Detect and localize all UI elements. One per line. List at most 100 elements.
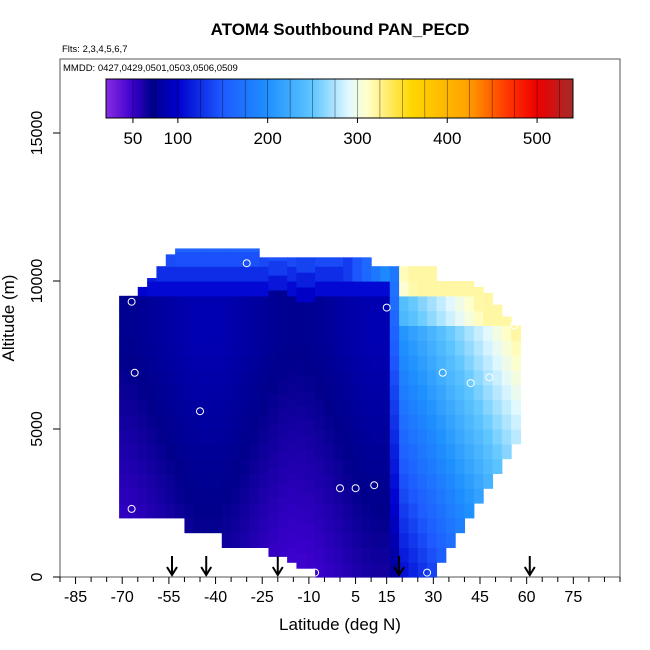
curtain-cell — [203, 248, 214, 252]
curtain-cell — [427, 443, 438, 460]
curtain-cell — [380, 340, 391, 356]
curtain-cell — [165, 503, 176, 519]
curtain-cell — [445, 384, 456, 400]
curtain-cell — [361, 355, 372, 371]
curtain-cell — [165, 266, 176, 282]
curtain-cell — [277, 408, 288, 424]
curtain-cell — [277, 482, 288, 498]
curtain-cell — [277, 526, 288, 543]
curtain-cell — [399, 266, 410, 282]
curtain-cell — [193, 458, 204, 474]
curtain-cell — [492, 355, 503, 371]
curtain-cell — [184, 458, 195, 474]
curtain-cell — [399, 443, 410, 460]
curtain-cell — [473, 458, 484, 474]
curtain-cell — [147, 369, 158, 386]
curtain-cell — [445, 473, 456, 489]
curtain-cell — [417, 325, 428, 341]
curtain-cell — [137, 340, 148, 356]
curtain-cell — [296, 553, 307, 569]
curtain-cell — [165, 414, 176, 430]
curtain-cell — [165, 384, 176, 400]
curtain-cell — [137, 355, 148, 371]
curtain-cell — [445, 414, 456, 430]
curtain-cell — [343, 443, 354, 460]
curtain-cell — [371, 281, 382, 297]
curtain-cell — [408, 266, 419, 282]
curtain-cell — [175, 369, 186, 386]
curtain-cell — [277, 349, 288, 365]
curtain-cell — [399, 458, 410, 474]
curtain-cell — [371, 443, 382, 460]
curtain-cell — [473, 340, 484, 356]
curtain-cell — [492, 340, 503, 356]
curtain-cell — [193, 266, 204, 282]
curtain-cell — [483, 295, 494, 312]
curtain-cell — [399, 295, 410, 312]
curtain-cell — [324, 355, 335, 371]
curtain-cell — [315, 532, 326, 548]
curtain-cell — [296, 390, 307, 406]
curtain-cell — [193, 517, 204, 534]
curtain-cell — [249, 443, 260, 460]
x-tick-label: 15 — [378, 589, 396, 606]
curtain-cell — [231, 310, 242, 326]
observation-point — [127, 504, 136, 513]
curtain-cell — [184, 399, 195, 415]
curtain-cell — [259, 414, 270, 430]
curtain-cell — [203, 429, 214, 445]
curtain-cell — [417, 414, 428, 430]
curtain-cell — [305, 449, 316, 466]
curtain-cell — [240, 325, 251, 341]
curtain-cell — [296, 508, 307, 525]
curtain-cell — [464, 443, 475, 460]
curtain-cell — [315, 384, 326, 400]
curtain-cell — [165, 295, 176, 312]
curtain-cell — [399, 399, 410, 415]
curtain-cell — [212, 458, 223, 474]
curtain-cell — [315, 488, 326, 504]
curtain-cell — [333, 443, 344, 460]
curtain-cell — [492, 384, 503, 400]
x-tick-label: -10 — [297, 589, 320, 606]
curtain-cell — [445, 517, 456, 534]
curtain-cell — [492, 429, 503, 445]
curtain-cell — [361, 517, 372, 534]
curtain-cell — [417, 310, 428, 326]
curtain-cell — [483, 414, 494, 430]
curtain-cell — [417, 295, 428, 312]
curtain-cell — [436, 281, 447, 297]
curtain-cell — [305, 553, 316, 569]
curtain-cell — [128, 503, 139, 519]
curtain-cell — [399, 384, 410, 400]
curtain-cell — [193, 503, 204, 519]
curtain-cell — [175, 355, 186, 371]
curtain-cell — [287, 414, 298, 430]
curtain-cell — [352, 266, 363, 282]
curtain-cell — [445, 355, 456, 371]
curtain-cell — [147, 503, 158, 519]
curtain-cell — [268, 497, 279, 513]
curtain-cell — [119, 310, 130, 326]
curtain-cell — [427, 562, 438, 578]
curtain-cell — [371, 517, 382, 534]
curtain-cell — [296, 346, 307, 362]
curtain-cell — [371, 473, 382, 489]
curtain-cell — [343, 503, 354, 519]
curtain-cell — [231, 517, 242, 534]
observation-point — [196, 407, 204, 416]
curtain-cell — [380, 399, 391, 415]
curtain-cell — [455, 399, 466, 415]
curtain-cell — [259, 384, 270, 400]
curtain-cell — [137, 414, 148, 430]
curtain-cell — [165, 399, 176, 415]
curtain-cell — [147, 488, 158, 504]
curtain-cell — [156, 429, 167, 445]
arrow-head — [200, 566, 213, 577]
curtain-cell — [231, 473, 242, 489]
curtain-cell — [427, 281, 438, 297]
curtain-cell — [333, 429, 344, 445]
curtain-cell — [240, 488, 251, 504]
curtain-cell — [352, 458, 363, 474]
curtain-cell — [445, 399, 456, 415]
